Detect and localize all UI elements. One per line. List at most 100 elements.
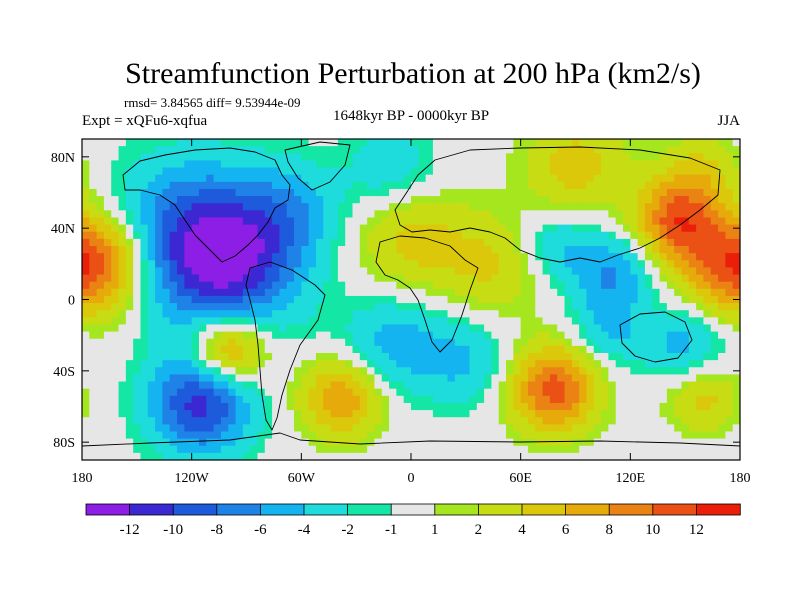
field-cell [542, 260, 551, 268]
field-cell [411, 217, 419, 226]
field-cell [103, 181, 112, 190]
field-cell [345, 367, 354, 375]
field-layer [82, 139, 740, 460]
field-cell [549, 402, 558, 411]
field-cell [718, 167, 726, 176]
field-cell [549, 331, 558, 340]
field-cell [484, 381, 493, 390]
field-cell [681, 338, 690, 347]
field-cell [279, 153, 288, 161]
field-cell [608, 324, 617, 333]
field-cell [111, 288, 120, 297]
field-cell [644, 281, 653, 290]
field-cell [432, 188, 441, 197]
field-cell [454, 146, 463, 154]
field-cell [242, 167, 251, 176]
field-cell [615, 374, 624, 383]
field-cell [710, 374, 719, 383]
field-cell [542, 281, 551, 290]
field-cell [352, 410, 361, 418]
field-cell [89, 395, 98, 404]
field-cell [484, 360, 493, 368]
field-cell [630, 445, 639, 454]
field-cell [133, 360, 142, 368]
field-cell [732, 188, 740, 197]
field-cell [381, 281, 390, 290]
field-cell [155, 395, 164, 404]
field-cell [206, 267, 215, 276]
field-cell [703, 217, 712, 226]
field-cell [140, 388, 149, 397]
field-cell [586, 331, 595, 340]
field-cell [294, 410, 302, 418]
field-cell [352, 417, 361, 425]
field-cell [228, 160, 237, 169]
field-cell [674, 267, 683, 276]
field-cell [718, 153, 726, 161]
field-cell [666, 203, 675, 211]
field-cell [615, 452, 624, 460]
field-cell [601, 324, 609, 333]
field-cell [352, 431, 361, 440]
field-cell [476, 424, 485, 433]
field-cell [155, 167, 164, 176]
field-cell [586, 196, 595, 204]
field-cell [432, 246, 441, 254]
field-cell [315, 395, 324, 404]
field-cell [484, 367, 493, 375]
field-cell [498, 203, 507, 211]
field-cell [571, 181, 580, 190]
field-cell [557, 317, 566, 326]
field-cell [301, 188, 310, 197]
field-cell [301, 224, 310, 233]
field-cell [169, 395, 178, 404]
field-cell [82, 260, 90, 268]
field-cell [623, 381, 631, 390]
field-cell [571, 295, 580, 304]
field-cell [359, 367, 368, 375]
field-cell [681, 417, 690, 425]
field-cell [272, 431, 280, 440]
field-cell [688, 324, 697, 333]
field-cell [264, 438, 273, 447]
field-cell [89, 445, 98, 454]
field-cell [601, 374, 609, 383]
field-cell [352, 445, 361, 454]
field-cell [381, 238, 390, 247]
field-cell [710, 246, 719, 254]
field-cell [549, 160, 558, 169]
field-cell [155, 324, 164, 333]
field-cell [337, 402, 346, 411]
field-cell [374, 303, 383, 311]
field-cell [140, 410, 149, 418]
field-cell [301, 139, 310, 147]
field-cell [542, 231, 551, 240]
field-cell [725, 146, 734, 154]
field-cell [250, 146, 259, 154]
field-cell [323, 274, 332, 283]
field-cell [425, 324, 434, 333]
field-cell [703, 324, 712, 333]
field-cell [637, 381, 646, 390]
field-cell [549, 452, 558, 460]
field-cell [506, 196, 514, 204]
field-cell [732, 203, 740, 211]
field-cell [359, 203, 368, 211]
field-cell [381, 167, 390, 176]
field-cell [542, 267, 551, 276]
field-cell [235, 167, 244, 176]
field-cell [462, 139, 471, 147]
field-cell [220, 288, 229, 297]
field-cell [396, 181, 405, 190]
field-cell [235, 146, 244, 154]
field-cell [381, 139, 390, 147]
field-cell [564, 139, 573, 147]
field-cell [162, 231, 171, 240]
field-cell [703, 246, 712, 254]
field-cell [469, 388, 478, 397]
field-cell [718, 331, 726, 340]
field-cell [630, 153, 639, 161]
field-cell [381, 431, 390, 440]
field-cell [498, 367, 507, 375]
field-cell [315, 174, 324, 183]
